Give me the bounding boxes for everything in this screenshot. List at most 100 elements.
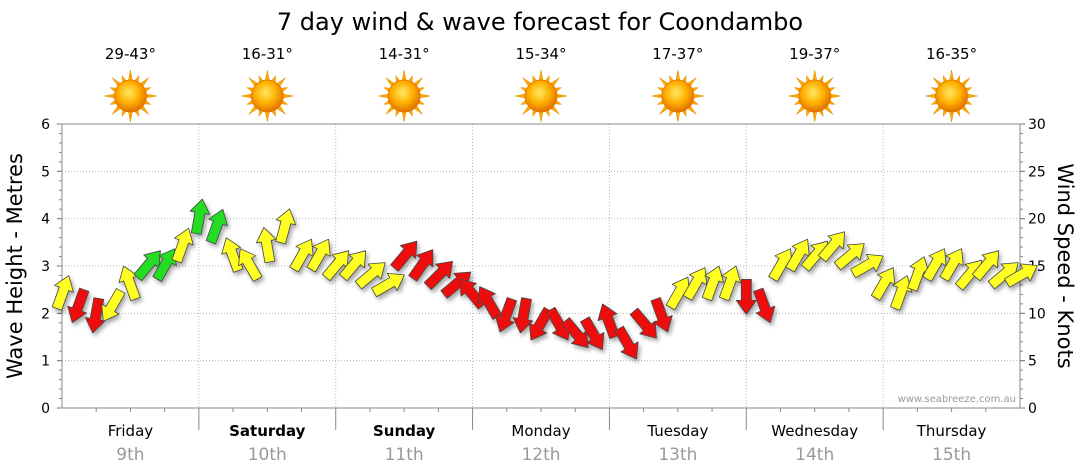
wind-arrow-shape <box>850 253 884 279</box>
wind-arrow <box>275 208 297 245</box>
wind-arrow <box>817 231 846 263</box>
left-tick-label: 2 <box>41 306 50 322</box>
day-name-label: Saturday <box>229 422 306 440</box>
sun-ray <box>788 93 800 99</box>
sun-ray <box>675 111 681 123</box>
day-temperature-label: 29-43° <box>105 45 156 63</box>
wind-arrow <box>390 240 418 272</box>
sun-ray <box>693 93 704 99</box>
wind-arrow <box>171 227 194 264</box>
right-tick-label: 30 <box>1028 117 1046 133</box>
left-tick-label: 3 <box>41 259 50 275</box>
watermark: www.seabreeze.com.au <box>898 394 1016 405</box>
y-axis-label-left: Wave Height - Metres <box>3 153 27 379</box>
day-date-label: 10th <box>248 445 287 465</box>
wind-arrow <box>338 250 367 282</box>
wind-arrow-shape <box>682 267 708 301</box>
wind-arrow-shape <box>171 227 194 264</box>
day-temperature-label: 16-35° <box>926 45 977 63</box>
wind-arrow-shape <box>922 248 947 282</box>
wind-arrow-shape <box>306 238 331 273</box>
sun-ray <box>378 93 389 99</box>
day-temperature-label: 16-31° <box>242 45 293 63</box>
day-name-label: Sunday <box>373 422 436 440</box>
day-date-label: 15th <box>932 445 971 465</box>
wind-arrow-shape <box>354 262 386 290</box>
wind-arrow <box>238 248 263 282</box>
sun-ray <box>538 69 544 81</box>
day-date-label: 14th <box>795 445 834 465</box>
left-tick-label: 1 <box>41 354 50 370</box>
sun-ray <box>128 69 133 81</box>
sun-ray <box>925 93 936 99</box>
sun-disc <box>661 79 695 113</box>
sun-icon <box>925 69 978 123</box>
wind-arrow <box>189 198 211 235</box>
wind-arrow <box>580 316 605 351</box>
wind-arrow-shape <box>890 275 913 311</box>
wind-arrow <box>922 248 947 282</box>
wind-arrow-shape <box>817 231 846 263</box>
wind-arrow <box>614 325 639 360</box>
sun-ray <box>812 69 817 81</box>
wind-arrow <box>1004 263 1038 288</box>
right-tick-label: 5 <box>1028 354 1037 370</box>
sun-icon <box>241 69 294 123</box>
sun-ray <box>949 111 954 123</box>
sun-ray <box>128 111 133 123</box>
wind-arrow-shape <box>423 260 453 291</box>
right-tick-label: 25 <box>1028 164 1046 180</box>
wind-arrow-shape <box>494 297 518 333</box>
sun-ray <box>949 69 954 81</box>
day-temperature-label: 17-37° <box>652 45 703 63</box>
day-labels: Friday 9th Saturday 10th Sunday 11th Monday 12t… <box>95 408 987 465</box>
wind-arrow-shape <box>528 306 554 341</box>
day-name-label: Monday <box>511 422 570 440</box>
wind-arrow-shape <box>51 275 74 311</box>
wind-arrow <box>371 272 405 298</box>
sun-disc <box>250 79 284 113</box>
sun-ray <box>104 93 115 99</box>
wind-arrow <box>597 303 620 340</box>
wind-arrow <box>753 287 776 324</box>
sun-ray <box>265 69 270 81</box>
wind-arrow <box>306 238 331 273</box>
wind-arrow <box>494 297 518 333</box>
right-tick-label: 10 <box>1028 306 1046 322</box>
wind-arrow-shape <box>718 265 742 302</box>
sun-icon <box>378 69 431 123</box>
wind-arrow <box>629 307 657 339</box>
sun-ray <box>146 93 157 99</box>
wind-arrow-shape <box>512 297 534 334</box>
wind-arrow <box>101 288 126 322</box>
left-tick-label: 0 <box>41 401 50 417</box>
wind-arrow-shape <box>256 227 277 264</box>
wind-arrow-shape <box>408 249 434 282</box>
right-tick-label: 0 <box>1028 401 1037 417</box>
wind-arrow <box>256 227 277 264</box>
y-axis-label-right: Wind Speed - Knots <box>1053 163 1077 368</box>
right-axis: 051015202530 <box>1020 117 1046 417</box>
wind-arrow-shape <box>650 297 673 333</box>
wind-arrow <box>650 297 673 333</box>
wind-arrow <box>718 265 742 302</box>
sun-ray <box>812 111 817 123</box>
sun-ray <box>419 93 431 99</box>
wind-arrow-shape <box>101 288 126 322</box>
wind-arrow-shape <box>939 248 964 282</box>
wind-arrow-shape <box>289 238 314 273</box>
sun-disc <box>935 79 968 113</box>
sun-disc <box>387 79 421 113</box>
wind-arrow <box>735 278 757 315</box>
wind-arrow <box>423 260 453 291</box>
sun-icon <box>788 69 841 123</box>
right-tick-label: 20 <box>1028 212 1046 228</box>
chart-title: 7 day wind & wave forecast for Coondambo <box>277 8 803 36</box>
sun-ray <box>282 93 294 99</box>
sun-icon <box>104 69 157 123</box>
sun-ray <box>651 93 663 99</box>
sun-disc <box>524 79 558 113</box>
sun-ray <box>967 93 978 99</box>
wind-arrow-shape <box>238 248 263 282</box>
